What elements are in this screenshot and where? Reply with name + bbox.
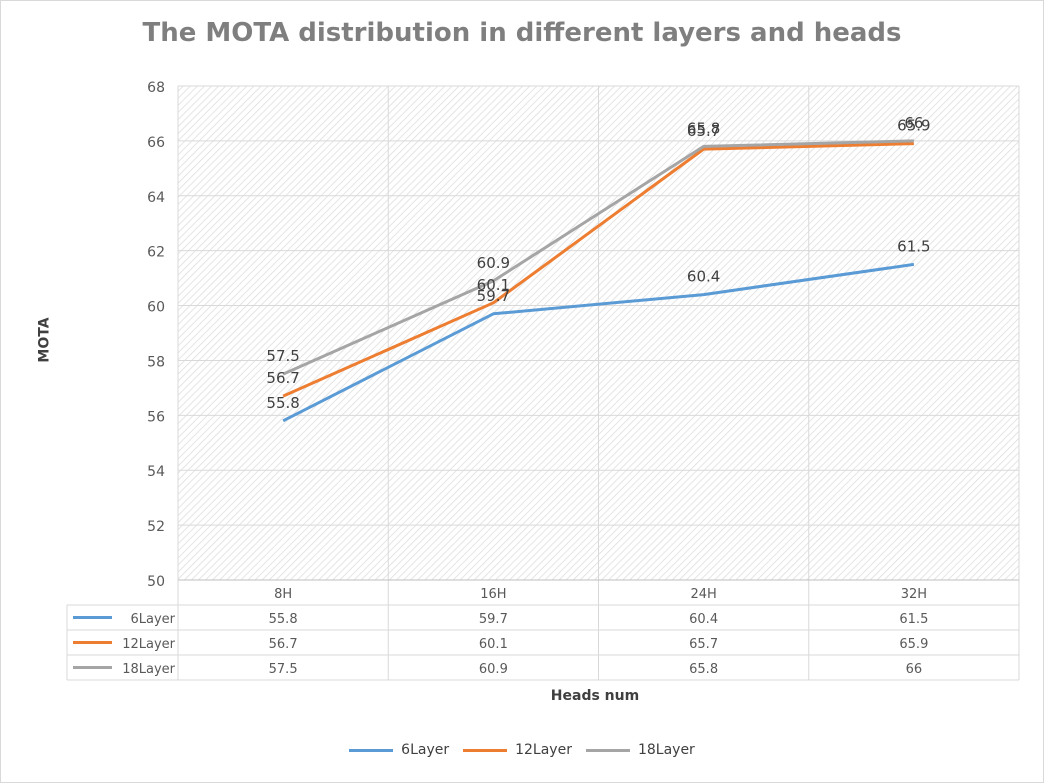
data-labels: 55.8 59.7 60.4 61.5 56.7 60.1 65.7 65.9 57.5 60.9… [266, 114, 930, 412]
data-label: 65.7 [687, 122, 720, 140]
x-tick-label: 8H [274, 587, 292, 602]
legend: 6Layer 12Layer 18Layer [0, 742, 1044, 758]
data-label: 65.8 [687, 119, 720, 137]
table-cell-value: 57.5 [269, 662, 298, 677]
table-cell-value: 59.7 [479, 612, 508, 627]
series-line-12Layer [282, 142, 914, 398]
y-tick-label: 56 [147, 409, 165, 425]
data-label: 66 [904, 114, 923, 132]
y-tick-label: 54 [147, 464, 165, 480]
y-tick-label: 50 [147, 574, 165, 590]
legend-label: 6Layer [401, 742, 450, 758]
table-cell-value: 65.7 [689, 637, 718, 652]
table-cell-value: 60.4 [689, 612, 718, 627]
data-label: 56.7 [266, 369, 299, 387]
data-label: 60.9 [477, 254, 510, 272]
table-cell-value: 66 [906, 662, 923, 677]
legend-item: 18Layer [585, 742, 695, 758]
x-tick-label: 16H [480, 587, 506, 602]
series-lines [282, 139, 915, 423]
legend-swatch [463, 748, 508, 752]
data-label: 57.5 [266, 347, 299, 365]
table-cell-value: 60.9 [479, 662, 508, 677]
table-series-name: 6Layer [130, 612, 175, 627]
series-line-6Layer [282, 262, 915, 423]
y-tick-label: 62 [147, 245, 165, 261]
data-label: 61.5 [897, 237, 930, 255]
data-label: 65.9 [897, 117, 930, 135]
series-line-18Layer [282, 139, 914, 376]
table-cell-value: 65.9 [899, 637, 928, 652]
y-tick-label: 66 [147, 135, 165, 151]
x-axis-label: Heads num [550, 688, 640, 704]
x-tick-label: 32H [901, 587, 927, 602]
y-tick-label: 68 [147, 80, 165, 96]
data-label: 55.8 [266, 394, 299, 412]
legend-label: 18Layer [637, 742, 695, 758]
y-tick-label: 64 [147, 190, 165, 206]
table-series-name: 18Layer [122, 662, 175, 677]
data-table: 8H 16H 24H 32H 6Layer 55.8 59.7 60.4 61.5 12Layer… [66, 579, 1019, 681]
y-tick-label: 52 [147, 519, 165, 535]
legend-item: 6Layer [349, 742, 449, 758]
data-label: 60.4 [687, 268, 720, 286]
table-cell-value: 65.8 [689, 662, 718, 677]
legend-swatch [349, 748, 394, 752]
x-tick-label: 24H [690, 587, 716, 602]
chart-title: The MOTA distribution in different layer… [142, 18, 902, 48]
table-cell-value: 56.7 [269, 637, 298, 652]
data-label: 59.7 [477, 287, 510, 305]
y-tick-label: 58 [147, 354, 165, 370]
legend-swatch [585, 748, 630, 752]
y-tick-label: 60 [147, 300, 165, 316]
table-cell-value: 55.8 [269, 612, 298, 627]
data-label: 60.1 [477, 276, 510, 294]
legend-label: 12Layer [515, 742, 572, 758]
y-tick-labels: 50 52 54 56 58 60 62 64 66 68 [147, 80, 165, 590]
table-series-name: 12Layer [122, 637, 175, 652]
legend-item: 12Layer [463, 742, 572, 758]
table-cell-value: 60.1 [479, 637, 508, 652]
table-cell-value: 61.5 [899, 612, 928, 627]
